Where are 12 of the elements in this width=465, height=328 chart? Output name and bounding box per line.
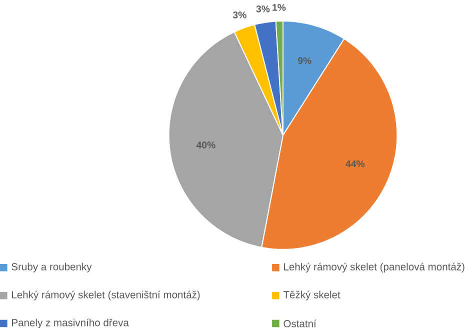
data-label: 44% (346, 160, 365, 168)
legend-label: Lehký rámový skelet (panelová montáž) (284, 262, 464, 272)
data-label: 3% (256, 5, 270, 12)
legend-label: Ostatní (284, 319, 316, 328)
data-label: 1% (272, 4, 286, 11)
legend-label: Panely z masivního dřeva (12, 318, 129, 328)
data-label: 3% (232, 11, 246, 18)
legend-label: Sruby a roubenky (12, 262, 92, 272)
legend-label: Lehký rámový skelet (staveništní montáž) (12, 290, 200, 300)
data-label: 40% (196, 141, 216, 148)
data-label: 9% (298, 57, 312, 64)
legend-label: Těžký skelet (283, 290, 340, 300)
